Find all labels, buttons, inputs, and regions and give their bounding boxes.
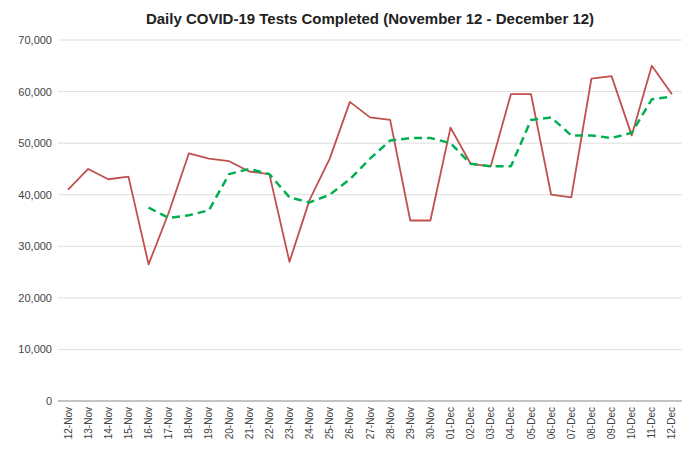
x-tick-label: 08-Dec xyxy=(586,407,597,439)
y-tick-label: 10,000 xyxy=(18,343,52,355)
grid-line xyxy=(58,349,682,350)
chart: Daily COVID-19 Tests Completed (November… xyxy=(0,0,696,463)
grid-line xyxy=(58,194,682,195)
y-tick-label: 30,000 xyxy=(18,240,52,252)
y-axis: 0 10,000 20,000 30,000 40,000 50,000 60,000 70,… xyxy=(18,34,682,407)
y-tick-label: 40,000 xyxy=(18,189,52,201)
x-tick-label: 13-Nov xyxy=(83,407,94,439)
x-tick-label: 29-Nov xyxy=(405,407,416,439)
y-tick-label: 50,000 xyxy=(18,137,52,149)
x-tick-label: 01-Dec xyxy=(445,407,456,439)
x-tick-label: 16-Nov xyxy=(143,407,154,439)
x-tick-label: 21-Nov xyxy=(244,407,255,439)
x-tick-label: 05-Dec xyxy=(526,407,537,439)
x-tick-label: 30-Nov xyxy=(425,407,436,439)
x-tick-label: 11-Dec xyxy=(646,407,657,439)
plot-area xyxy=(68,66,672,265)
x-tick-label: 24-Nov xyxy=(304,407,315,439)
x-tick-label: 14-Nov xyxy=(103,407,114,439)
x-axis: 12-Nov 13-Nov 14-Nov 15-Nov 16-Nov 17-Nov 18-N… xyxy=(63,407,678,439)
x-tick-label: 25-Nov xyxy=(324,407,335,439)
series-line xyxy=(149,97,672,218)
x-tick-label: 06-Dec xyxy=(546,407,557,439)
series-line xyxy=(68,66,672,265)
x-tick-label: 10-Dec xyxy=(626,407,637,439)
grid-line xyxy=(58,401,682,402)
x-tick-label: 04-Dec xyxy=(505,407,516,439)
y-tick-label: 0 xyxy=(46,395,52,407)
y-tick-label: 20,000 xyxy=(18,292,52,304)
x-tick-label: 12-Dec xyxy=(666,407,677,439)
x-tick-label: 18-Nov xyxy=(183,407,194,439)
grid-line xyxy=(58,246,682,247)
y-tick-label: 70,000 xyxy=(18,34,52,46)
x-tick-label: 09-Dec xyxy=(606,407,617,439)
title: Daily COVID-19 Tests Completed (November… xyxy=(146,10,594,27)
y-tick-label: 60,000 xyxy=(18,86,52,98)
x-tick-label: 15-Nov xyxy=(123,407,134,439)
x-tick-label: 17-Nov xyxy=(163,407,174,439)
x-tick-label: 20-Nov xyxy=(224,407,235,439)
x-tick-label: 22-Nov xyxy=(264,407,275,439)
x-tick-label: 27-Nov xyxy=(365,407,376,439)
x-tick-label: 07-Dec xyxy=(566,407,577,439)
x-tick-label: 26-Nov xyxy=(344,407,355,439)
x-tick-label: 28-Nov xyxy=(385,407,396,439)
grid-line xyxy=(58,143,682,144)
grid-line xyxy=(58,40,682,41)
x-tick-label: 02-Dec xyxy=(465,407,476,439)
x-axis-line xyxy=(58,401,682,402)
x-tick-label: 23-Nov xyxy=(284,407,295,439)
x-tick-label: 19-Nov xyxy=(203,407,214,439)
grid-line xyxy=(58,297,682,298)
x-tick-label: 12-Nov xyxy=(63,407,74,439)
x-tick-label: 03-Dec xyxy=(485,407,496,439)
